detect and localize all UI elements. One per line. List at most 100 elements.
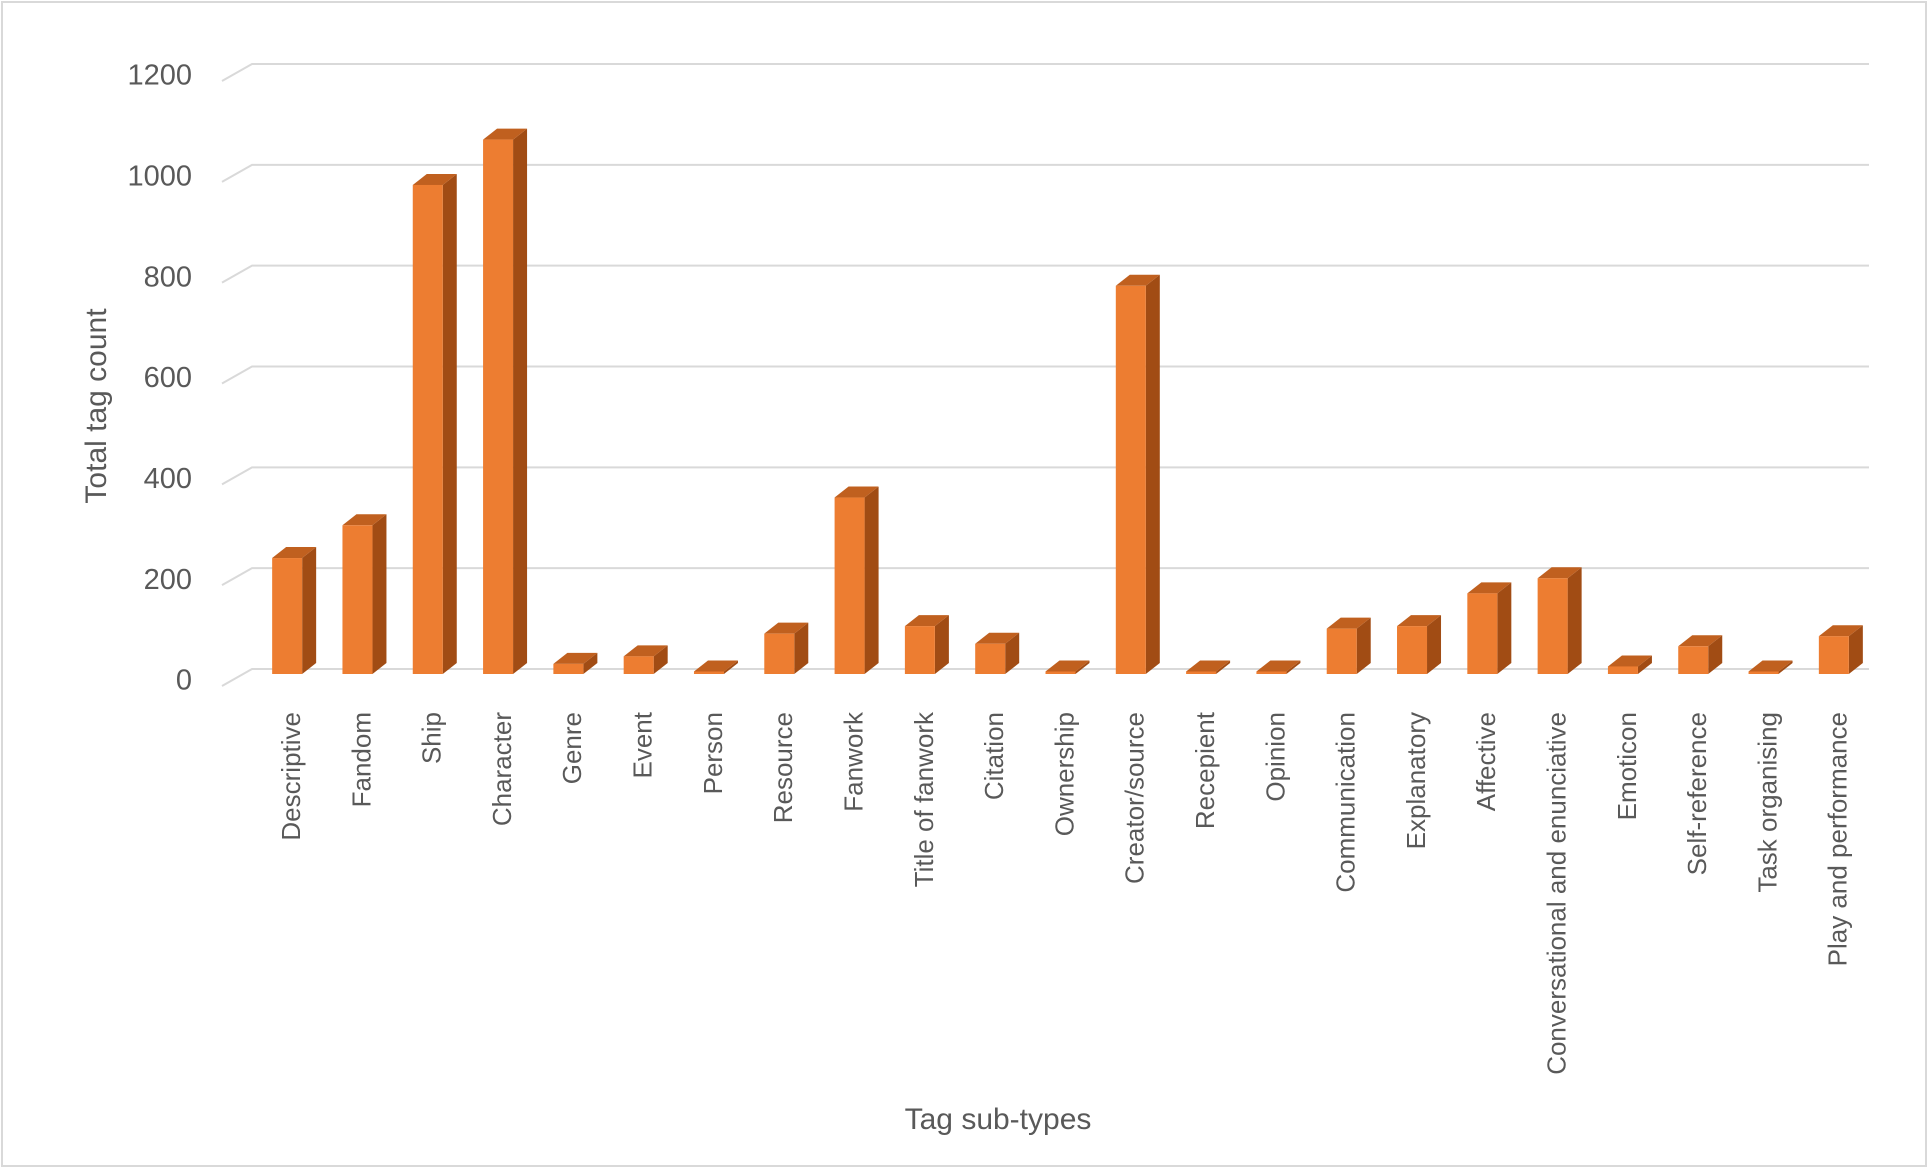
bar-side: [723, 660, 738, 674]
bar-side: [1286, 660, 1301, 674]
y-tick-label: 600: [144, 362, 192, 394]
bar-side: [1637, 655, 1652, 674]
x-tick-label: Affective: [1471, 712, 1501, 811]
x-tick-label: Communication: [1331, 712, 1361, 893]
bar-side: [583, 652, 598, 674]
bar-top: [412, 173, 457, 185]
x-tick-label: Recepient: [1190, 711, 1220, 829]
y-tick-label: 800: [144, 261, 192, 293]
x-tick-label: Ownership: [1049, 712, 1079, 836]
x-tick-label: Genre: [557, 712, 587, 784]
bar-top: [1467, 582, 1512, 594]
x-tick-label: Person: [698, 712, 728, 794]
bar-side: [1497, 582, 1512, 674]
x-tick-label: Citation: [979, 712, 1009, 800]
bar-side: [1848, 625, 1863, 674]
bar-top: [764, 622, 809, 634]
bar-top: [342, 514, 387, 526]
bar: [1678, 646, 1709, 674]
x-tick-label: Conversational and enunciative: [1542, 712, 1572, 1075]
bar-side: [442, 173, 457, 675]
x-tick-label: Event: [628, 711, 658, 778]
bar: [693, 671, 724, 674]
bar-top: [1115, 274, 1160, 286]
x-tick-label: Fanwork: [838, 711, 868, 812]
bar-side: [1356, 617, 1371, 674]
y-tick-label: 400: [144, 463, 192, 495]
bar-side: [934, 615, 949, 674]
bar: [904, 626, 935, 674]
bar-top: [623, 645, 668, 657]
bar: [272, 558, 303, 674]
bar-top: [834, 486, 879, 498]
bar-top: [553, 652, 598, 664]
bar-top: [1045, 660, 1090, 672]
y-tick-label: 200: [144, 564, 192, 596]
x-tick-label: Ship: [417, 712, 447, 764]
grid-line: [221, 466, 1869, 486]
y-axis-title: Total tag count: [80, 308, 113, 504]
bar-side: [372, 514, 387, 674]
bar-side: [1075, 660, 1090, 674]
x-tick-label: Play and performance: [1823, 712, 1853, 966]
bar-side: [1427, 615, 1442, 674]
bar: [1607, 666, 1638, 674]
bar: [553, 663, 584, 674]
bar: [1045, 671, 1076, 674]
bar-side: [1708, 635, 1723, 674]
grid-line: [221, 264, 1869, 284]
bar: [834, 497, 865, 674]
bar-side: [302, 547, 317, 674]
bar-top: [1326, 617, 1371, 629]
bar-top: [1818, 625, 1863, 637]
bar-side: [1145, 274, 1160, 674]
bar-top: [1397, 615, 1442, 627]
y-tick-label: 0: [176, 665, 192, 697]
grid-line: [221, 163, 1869, 183]
y-tick-label: 1200: [127, 60, 192, 92]
x-tick-label: Explanatory: [1401, 712, 1431, 849]
bar-side: [653, 645, 668, 674]
y-tick-label: 1000: [127, 160, 192, 192]
bar: [1397, 626, 1428, 674]
grid-line: [221, 63, 1869, 82]
grid-line: [221, 365, 1869, 385]
bar-top: [904, 615, 949, 627]
bar-top: [1186, 660, 1231, 672]
bar: [483, 139, 514, 675]
bar: [1186, 671, 1217, 674]
bar-side: [864, 486, 879, 674]
x-tick-label: Title of fanwork: [909, 711, 939, 887]
bar: [764, 633, 795, 674]
bar: [1818, 636, 1849, 674]
bar: [975, 643, 1006, 674]
bar: [412, 184, 443, 675]
bar-top: [1748, 660, 1793, 672]
bar-side: [1567, 567, 1582, 674]
grid-line: [221, 567, 1869, 587]
bar: [1537, 578, 1568, 674]
bar-top: [272, 547, 317, 559]
bar: [342, 525, 373, 674]
bar: [1256, 671, 1287, 674]
bar: [1326, 628, 1357, 674]
x-tick-label: Descriptive: [276, 712, 306, 841]
bar-side: [1778, 660, 1793, 674]
bar-top: [975, 632, 1020, 644]
bar-top: [1607, 655, 1652, 667]
x-tick-label: Creator/source: [1120, 712, 1150, 884]
bar-side: [1005, 632, 1020, 674]
bar: [1115, 285, 1146, 674]
bar-side: [1216, 660, 1231, 674]
bar: [623, 656, 654, 674]
x-tick-label: Self-reference: [1682, 712, 1712, 875]
bar-top: [483, 128, 528, 140]
x-tick-label: Emoticon: [1612, 712, 1642, 820]
bar: [1467, 593, 1498, 674]
bar: [1748, 671, 1779, 674]
bar-top: [693, 660, 738, 672]
bar-top: [1678, 635, 1723, 647]
x-tick-label: Character: [487, 712, 517, 826]
